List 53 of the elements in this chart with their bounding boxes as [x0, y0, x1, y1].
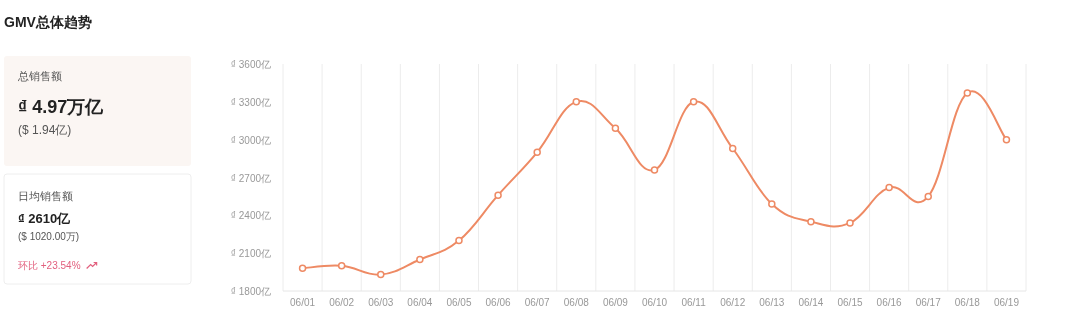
point — [768, 200, 776, 208]
point — [611, 124, 620, 133]
x-tick-label: 06/12 — [720, 297, 746, 308]
point — [924, 192, 932, 201]
text: ₫ 4.97万亿 — [18, 97, 105, 117]
point — [533, 148, 541, 157]
point — [337, 262, 346, 270]
point — [572, 98, 581, 106]
x-tick-label: 06/10 — [641, 297, 668, 308]
point — [689, 98, 698, 106]
point — [846, 219, 854, 227]
y-tick-label: ₫ 3300亿 — [230, 96, 271, 108]
x-tick-label: 06/03 — [368, 297, 394, 308]
point — [885, 183, 893, 192]
text: ($ 1.94亿) — [18, 123, 72, 137]
point — [298, 264, 307, 273]
x-tick-label: 06/14 — [798, 297, 824, 308]
x-tick-label: 06/01 — [290, 297, 316, 308]
x-tick-label: 06/19 — [993, 297, 1020, 308]
x-tick-label: 06/02 — [329, 297, 355, 308]
y-tick-label: ₫ 3000亿 — [230, 134, 271, 146]
x-tick-label: 06/11 — [681, 297, 707, 308]
text: ₫ 2610亿 — [18, 211, 72, 226]
text: 日均销售额 — [18, 190, 73, 202]
x-tick-label: 06/08 — [563, 297, 590, 308]
x-tick-label: 06/05 — [446, 297, 472, 308]
text: 环比 +23.54% — [18, 260, 81, 271]
point — [494, 191, 502, 199]
x-tick-label: 06/18 — [954, 297, 981, 308]
x-tick-label: 06/07 — [524, 297, 551, 308]
point — [416, 255, 424, 264]
text: ($ 1020.00万) — [18, 231, 80, 242]
point — [650, 166, 659, 174]
point — [1002, 135, 1011, 144]
x-tick-label: 06/15 — [837, 297, 863, 308]
x-tick-label: 06/16 — [876, 297, 903, 308]
point — [377, 270, 385, 279]
x-tick-label: 06/17 — [915, 297, 942, 308]
y-tick-label: ₫ 2700亿 — [230, 172, 271, 184]
point — [963, 89, 972, 97]
x-tick-label: 06/06 — [485, 297, 512, 308]
point — [728, 144, 737, 153]
y-tick-label: ₫ 1800亿 — [230, 286, 271, 297]
x-tick-label: 06/13 — [759, 297, 785, 308]
y-tick-label: ₫ 2400亿 — [230, 210, 271, 222]
x-tick-label: 06/09 — [602, 297, 629, 308]
y-tick-label: ₫ 2100亿 — [230, 248, 271, 260]
point — [455, 236, 463, 245]
y-tick-label: ₫ 3600亿 — [230, 59, 271, 70]
point — [807, 217, 815, 226]
text: 总销售额 — [17, 70, 62, 82]
text: GMV总体趋势 — [4, 14, 92, 30]
x-tick-label: 06/04 — [407, 297, 433, 308]
